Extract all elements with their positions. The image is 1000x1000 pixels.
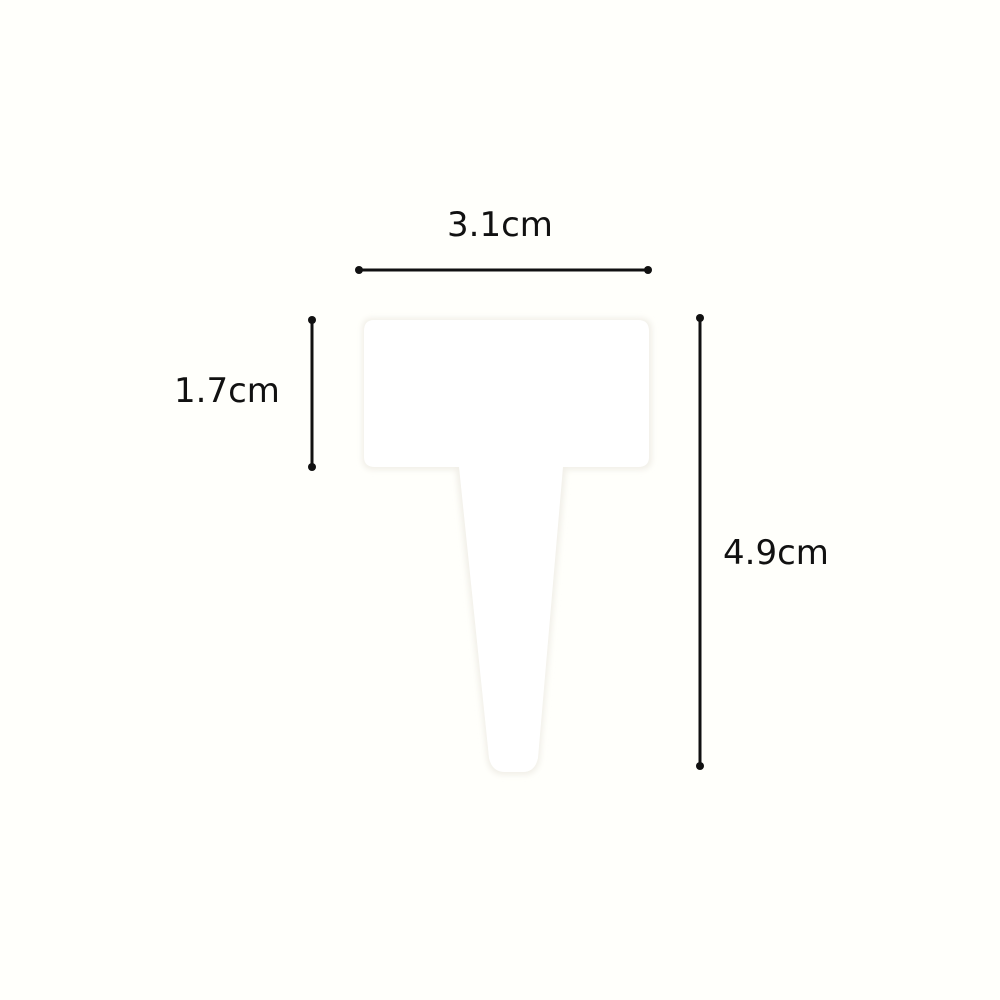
head-endpoint-bottom [308, 463, 316, 471]
total-height-label: 4.9cm [723, 533, 829, 573]
width-endpoint-right [644, 266, 652, 274]
total-endpoint-top [696, 314, 704, 322]
head-height-dimension-line [308, 316, 316, 471]
width-dimension-line [355, 266, 652, 274]
width-label: 3.1cm [447, 205, 553, 245]
total-endpoint-bottom [696, 762, 704, 770]
head-height-label: 1.7cm [174, 371, 280, 411]
total-height-dimension-line [696, 314, 704, 770]
plant-label-shape [362, 318, 652, 775]
label-highlight [378, 330, 634, 455]
head-endpoint-top [308, 316, 316, 324]
width-endpoint-left [355, 266, 363, 274]
